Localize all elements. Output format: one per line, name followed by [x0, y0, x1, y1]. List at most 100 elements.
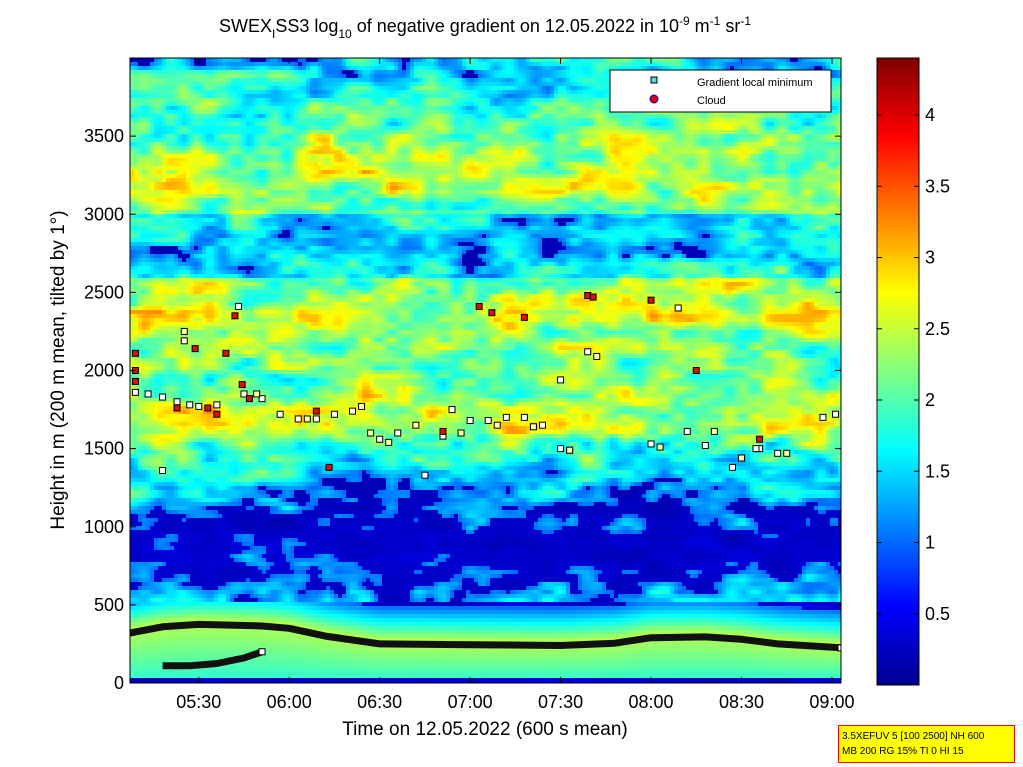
- gradient-minimum-marker: [520, 413, 528, 421]
- y-tick-label: 2500: [84, 282, 124, 302]
- legend-box: [609, 69, 832, 113]
- y-tick-label: 1500: [84, 439, 124, 459]
- gradient-minimum-marker: [412, 421, 420, 429]
- y-tick-label: 3500: [84, 126, 124, 146]
- gradient-minimum-marker: [448, 406, 456, 414]
- gradient-minimum-marker: [180, 337, 188, 345]
- colorbar-tick-label: 3.5: [925, 176, 950, 196]
- gradient-minimum-marker: [385, 438, 393, 446]
- gradient-minimum-marker: [180, 327, 188, 335]
- cloud-marker: [173, 404, 181, 412]
- gradient-minimum-marker: [159, 467, 167, 474]
- x-tick-label: 06:00: [267, 692, 312, 712]
- cloud-marker: [647, 296, 655, 304]
- cloud-marker: [589, 293, 597, 301]
- cloud-marker: [488, 309, 496, 317]
- gradient-minimum-marker: [159, 393, 167, 401]
- gradient-minimum-marker: [294, 415, 302, 423]
- gradient-minimum-marker: [186, 401, 194, 409]
- x-tick-label: 07:30: [538, 692, 583, 712]
- colorbar-tick-label: 0.5: [925, 604, 950, 624]
- gradient-minimum-marker: [774, 449, 782, 457]
- heatmap-cells: [130, 58, 841, 683]
- y-tick-label: 1000: [84, 517, 124, 537]
- legend-label-gradient-minimum: Gradient local minimum: [697, 77, 813, 89]
- cloud-marker: [312, 407, 320, 415]
- gradient-minimum-marker: [593, 352, 601, 360]
- gradient-minimum-marker: [683, 427, 691, 435]
- cloud-marker: [245, 395, 253, 403]
- legend: Gradient local minimum Cloud: [609, 69, 832, 113]
- x-tick-label: 08:00: [629, 692, 674, 712]
- gradient-minimum-marker: [367, 429, 375, 437]
- gradient-minimum-marker: [502, 413, 510, 421]
- gradient-minimum-marker: [173, 398, 181, 406]
- colorbar-tick-label: 2.5: [925, 319, 950, 339]
- gradient-minimum-marker: [457, 429, 465, 437]
- gradient-minimum-marker: [837, 644, 841, 652]
- cloud-marker: [439, 427, 447, 435]
- gradient-minimum-marker: [240, 390, 248, 398]
- boundary-layer-line: [130, 620, 841, 652]
- heatmap-plot-area: [130, 58, 841, 683]
- x-tick-label: 08:30: [719, 692, 764, 712]
- colorbar-tick-label: 2: [925, 390, 935, 410]
- data-markers: [131, 292, 841, 656]
- cloud-marker: [238, 381, 246, 389]
- legend-marker-gradient-minimum: [650, 76, 658, 84]
- info-line-2: MB 200 RG 15% TI 0 HI 15: [842, 744, 1011, 759]
- y-axis-ticks: 0 500 1000 1500 2000 2500 3000 3500: [84, 126, 841, 693]
- cloud-marker: [204, 404, 212, 412]
- gradient-minimum-marker: [656, 443, 664, 451]
- gradient-minimum-marker: [701, 442, 709, 449]
- colorbar: [876, 57, 920, 686]
- y-axis-label: Height in m (200 m mean, tilted by 1°): [48, 210, 69, 529]
- gradient-minimum-marker: [131, 388, 139, 396]
- gradient-minimum-marker: [258, 395, 266, 403]
- gradient-minimum-marker: [466, 417, 474, 424]
- gradient-minimum-marker: [258, 648, 266, 656]
- gradient-minimum-marker: [144, 390, 152, 398]
- gradient-minimum-marker: [394, 429, 402, 437]
- x-tick-label: 07:00: [448, 692, 493, 712]
- gradient-minimum-marker: [819, 413, 827, 421]
- cloud-marker: [213, 410, 221, 418]
- gradient-minimum-marker: [566, 446, 574, 454]
- gradient-minimum-marker: [737, 454, 745, 462]
- gradient-minimum-marker: [213, 401, 221, 409]
- cloud-marker: [475, 302, 483, 310]
- gradient-minimum-marker: [358, 402, 366, 410]
- colorbar-ticks: 0.5 1 1.5 2 2.5 3 3.5 4: [877, 105, 950, 624]
- gradient-minimum-marker: [276, 410, 284, 418]
- cloud-marker: [222, 349, 230, 357]
- gradient-minimum-marker: [752, 445, 760, 453]
- gradient-minimum-marker: [538, 421, 546, 429]
- cloud-marker: [520, 313, 528, 321]
- y-tick-label: 0: [114, 673, 124, 693]
- legend-marker-cloud: [649, 94, 659, 104]
- gradient-minimum-marker: [493, 421, 501, 429]
- gradient-minimum-marker: [235, 302, 243, 310]
- y-tick-label: 3000: [84, 204, 124, 224]
- colorbar-tick-label: 3: [925, 248, 935, 268]
- cloud-marker: [191, 345, 199, 353]
- gradient-minimum-marker: [710, 427, 718, 435]
- x-axis-label: Time on 12.05.2022 (600 s mean): [342, 719, 628, 740]
- y-tick-label: 500: [94, 595, 124, 615]
- gradient-minimum-marker: [484, 417, 492, 424]
- info-line-1: 3.5XEFUV 5 [100 2500] NH 600: [842, 729, 1011, 744]
- colorbar-tick-label: 1.5: [925, 461, 950, 481]
- gradient-minimum-marker: [783, 449, 791, 457]
- gradient-minimum-marker: [195, 402, 203, 410]
- cloud-marker: [131, 349, 139, 357]
- colorbar-tick-label: 4: [925, 105, 935, 125]
- gradient-minimum-marker: [312, 415, 320, 423]
- cloud-marker: [131, 377, 139, 385]
- y-tick-label: 2000: [84, 361, 124, 381]
- gradient-minimum-marker: [529, 423, 537, 431]
- gradient-minimum-marker: [557, 376, 565, 384]
- gradient-minimum-marker: [303, 415, 311, 423]
- boundary-layer-lines: [130, 620, 841, 670]
- gradient-minimum-marker: [376, 435, 384, 443]
